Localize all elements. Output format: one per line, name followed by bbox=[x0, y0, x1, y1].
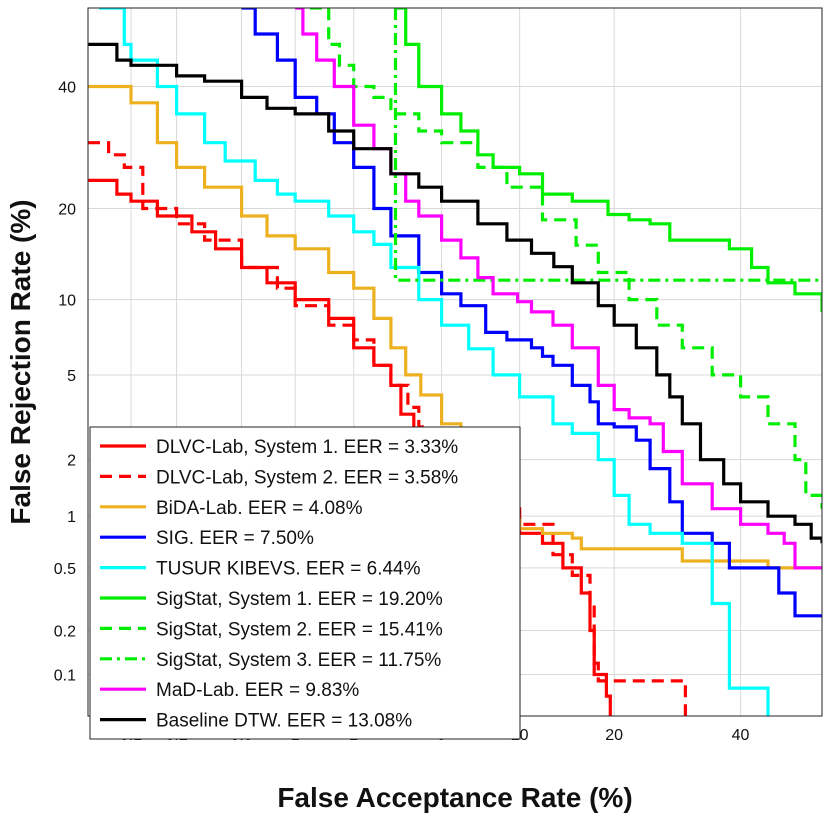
legend: DLVC-Lab, System 1. EER = 3.33% DLVC-Lab,… bbox=[89, 426, 521, 740]
series-line-7 bbox=[310, 8, 822, 509]
series-line-9 bbox=[295, 8, 822, 570]
legend-label: TUSUR KIBEVS. EER = 6.44% bbox=[156, 559, 421, 580]
y-tick-label: 20 bbox=[58, 201, 76, 218]
series-line-1 bbox=[88, 178, 612, 716]
y-tick-label: 40 bbox=[58, 80, 76, 97]
y-tick-label: 5 bbox=[67, 368, 76, 385]
y-tick-label: 2 bbox=[67, 453, 76, 470]
series-line-6 bbox=[397, 8, 822, 312]
series-line-10 bbox=[88, 42, 822, 544]
y-tick-label: 0.1 bbox=[54, 667, 76, 684]
series-line-2 bbox=[88, 141, 687, 716]
legend-label: MaD-Lab. EER = 9.83% bbox=[156, 680, 359, 701]
x-tick-label: 20 bbox=[605, 727, 623, 744]
legend-label: Baseline DTW. EER = 13.08% bbox=[156, 711, 412, 732]
legend-label: BiDA-Lab. EER = 4.08% bbox=[156, 498, 363, 519]
series-group bbox=[88, 8, 822, 716]
series-line-8 bbox=[393, 8, 822, 282]
legend-label: DLVC-Lab, System 2. EER = 3.58% bbox=[156, 467, 458, 488]
y-tick-label: 0.5 bbox=[54, 561, 76, 578]
y-axis-title: False Rejection Rate (%) bbox=[5, 199, 36, 524]
y-tick-label: 0.2 bbox=[54, 624, 76, 641]
series-line-4 bbox=[241, 8, 822, 618]
x-tick-label: 40 bbox=[732, 727, 750, 744]
legend-label: SIG. EER = 7.50% bbox=[156, 528, 314, 549]
y-tick-label: 1 bbox=[67, 509, 76, 526]
series-line-3 bbox=[88, 84, 822, 570]
legend-label: SigStat, System 1. EER = 19.20% bbox=[156, 589, 443, 610]
series-line-5 bbox=[99, 8, 770, 716]
x-axis-title: False Acceptance Rate (%) bbox=[277, 782, 632, 813]
legend-label: SigStat, System 3. EER = 11.75% bbox=[156, 650, 441, 671]
legend-label: DLVC-Lab, System 1. EER = 3.33% bbox=[156, 437, 458, 458]
legend-label: SigStat, System 2. EER = 15.41% bbox=[156, 619, 443, 640]
legend-box bbox=[89, 426, 521, 740]
y-tick-label: 10 bbox=[58, 293, 76, 310]
